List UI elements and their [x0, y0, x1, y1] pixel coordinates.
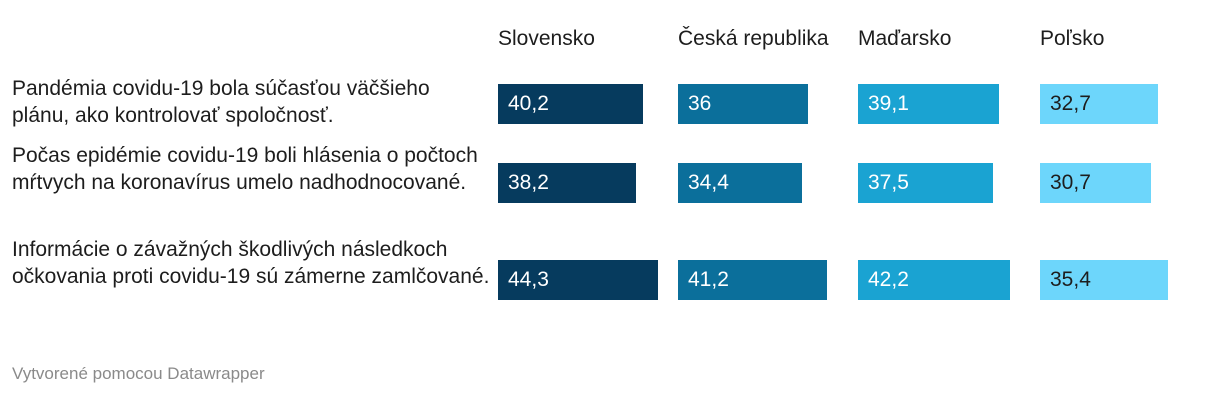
bar-value-label: 38,2 — [508, 171, 549, 194]
bar-row1-col2: 36 — [678, 84, 808, 124]
bar-row1-col4: 32,7 — [1040, 84, 1158, 124]
bar-value-label: 39,1 — [868, 92, 909, 115]
bar-row3-col1: 44,3 — [498, 260, 658, 300]
bar-row2-col3: 37,5 — [858, 163, 993, 203]
bar-value-label: 41,2 — [688, 268, 729, 291]
bar-row1-col1: 40,2 — [498, 84, 643, 124]
bar-value-label: 44,3 — [508, 268, 549, 291]
bar-value-label: 36 — [688, 92, 712, 115]
bar-row2-col2: 34,4 — [678, 163, 802, 203]
bar-row1-col3: 39,1 — [858, 84, 999, 124]
bar-row3-col4: 35,4 — [1040, 260, 1168, 300]
bar-row2-col4: 30,7 — [1040, 163, 1151, 203]
bar-value-label: 42,2 — [868, 268, 909, 291]
bar-value-label: 40,2 — [508, 92, 549, 115]
bar-value-label: 32,7 — [1050, 92, 1091, 115]
bar-value-label: 34,4 — [688, 171, 729, 194]
footer-credit: Vytvorené pomocou Datawrapper — [12, 364, 265, 383]
bar-row3-col2: 41,2 — [678, 260, 827, 300]
bar-value-label: 30,7 — [1050, 171, 1091, 194]
column-header-4: Poľsko — [1040, 26, 1105, 50]
column-header-3: Maďarsko — [858, 26, 952, 50]
row-label-3: Informácie o závažných škodlivých násled… — [12, 238, 490, 288]
column-header-2: Česká republika — [678, 26, 829, 50]
row-label-2: Počas epidémie covidu-19 boli hlásenia o… — [12, 144, 478, 194]
bar-value-label: 37,5 — [868, 171, 909, 194]
bar-row3-col3: 42,2 — [858, 260, 1010, 300]
bar-row2-col1: 38,2 — [498, 163, 636, 203]
bar-value-label: 35,4 — [1050, 268, 1091, 291]
row-label-1: Pandémia covidu-19 bola súčasťou väčšieh… — [12, 77, 430, 127]
column-header-1: Slovensko — [498, 26, 595, 50]
